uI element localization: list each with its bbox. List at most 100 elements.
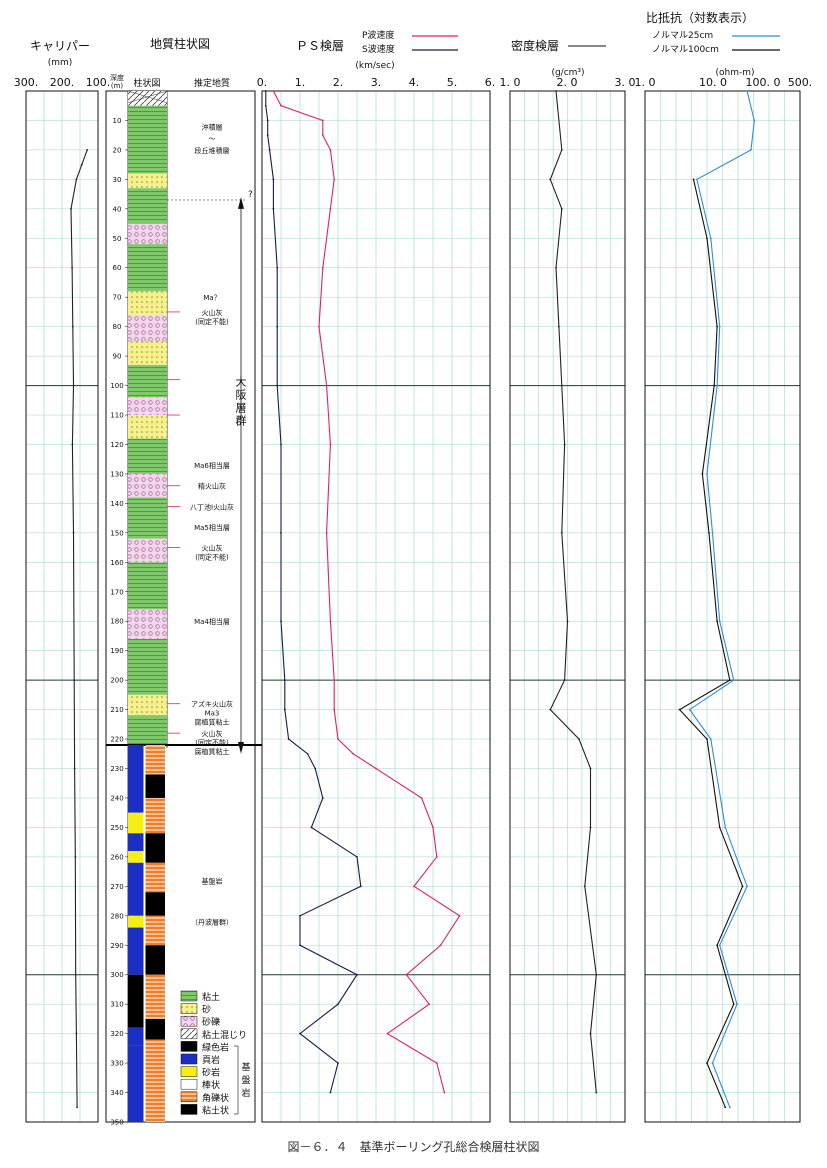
- data-point-density: [555, 266, 557, 269]
- rock-band-sandstone: [128, 850, 144, 863]
- depth-tick-label: 120: [110, 441, 123, 449]
- data-point-density: [549, 708, 552, 711]
- group-label-char: 大: [236, 375, 247, 389]
- data-point-res: [678, 708, 681, 711]
- legend-swatch: [180, 1066, 198, 1077]
- depth-tick-label: 240: [110, 794, 123, 802]
- x-tick-label: 2. 0: [557, 76, 578, 89]
- depth-tick-label: 320: [110, 1030, 123, 1038]
- sediment-band-sand: [128, 173, 167, 189]
- rock-texture-breccia: [145, 744, 165, 775]
- ps-unit: (km/sec): [355, 61, 394, 71]
- data-point-density: [595, 1091, 598, 1094]
- data-point-ps: [325, 384, 328, 387]
- geo-annotation: Ma3: [205, 710, 220, 718]
- data-point-ps: [321, 134, 324, 137]
- data-point-ps: [272, 207, 275, 210]
- data-point-res: [711, 1062, 714, 1064]
- track-res: 1. 0 10. 0 100. 0 500.: [635, 76, 813, 1123]
- x-tick-label: 1. 0: [635, 76, 656, 89]
- data-point-ps: [432, 826, 434, 829]
- depth-unit: (m): [111, 82, 124, 90]
- casing-cross: [127, 90, 168, 104]
- sediment-band-clay: [128, 244, 167, 292]
- data-point-res: [718, 826, 721, 829]
- data-point-ps: [299, 914, 301, 917]
- data-point-res: [732, 1003, 735, 1006]
- data-point-res: [713, 384, 716, 387]
- data-point-ps: [352, 752, 355, 755]
- geo-annotation: 基盤岩: [202, 876, 223, 885]
- data-point-res: [706, 473, 708, 475]
- sediment-band-clay: [128, 638, 167, 695]
- depth-tick-label: 80: [113, 323, 122, 331]
- estimated-geology-header: 推定地質: [194, 77, 230, 89]
- legend-label: 緑色岩: [202, 1041, 229, 1053]
- sediment-band-gravel: [128, 609, 167, 639]
- group-label-char: 群: [236, 414, 247, 428]
- track-ps: 0. 1. 2. 3. 4. 5. 6.: [257, 76, 496, 1123]
- rock-texture-breccia: [145, 974, 165, 1019]
- geo-annotation: 〜: [209, 135, 216, 143]
- caliper-title: キャリパー: [30, 39, 90, 53]
- data-point-density: [563, 679, 566, 682]
- data-point-caliper: [73, 679, 76, 682]
- x-tick-label: 5.: [447, 76, 458, 89]
- x-tick-label: 500.: [788, 76, 813, 89]
- x-tick-label: 6.: [485, 76, 496, 89]
- data-point-res: [716, 944, 718, 947]
- legend-label: 粘土状: [202, 1104, 229, 1116]
- x-tick-label: 200.: [50, 76, 75, 89]
- x-tick-label: 4.: [409, 76, 420, 89]
- data-point-ps: [266, 134, 269, 137]
- data-point-res: [736, 1003, 738, 1006]
- group-bracket-arrow-up: [238, 197, 244, 209]
- group-bracket-arrow-down: [238, 742, 244, 754]
- depth-tick-label: 90: [113, 353, 122, 361]
- x-tick-label: 3. 0: [615, 76, 636, 89]
- data-point-ps: [405, 973, 408, 976]
- legend-group-char: 岩: [241, 1087, 250, 1099]
- data-point-caliper: [71, 325, 74, 328]
- data-point-ps: [329, 443, 332, 446]
- data-point-res: [709, 738, 712, 740]
- data-point-ps: [458, 914, 461, 917]
- data-point-res: [708, 531, 710, 534]
- sediment-band-clay: [128, 562, 167, 610]
- legend-label: 頁岩: [202, 1054, 220, 1066]
- legend-label: 角礫状: [202, 1092, 229, 1104]
- rock-band-sandstone: [128, 812, 144, 834]
- data-point-res: [718, 325, 721, 328]
- track-density: 1. 0 2. 0 3. 0: [500, 76, 636, 1123]
- data-point-density: [555, 90, 557, 92]
- data-point-ps: [413, 885, 415, 888]
- depth-tick-label: 280: [110, 912, 123, 920]
- res-legend-25: ノルマル25cm: [652, 31, 713, 41]
- sediment-band-clay: [128, 188, 167, 224]
- data-point-ps: [299, 944, 301, 947]
- ps-log-title: ＰＳ検層: [296, 39, 344, 53]
- depth-tick-label: 130: [110, 470, 123, 478]
- sediment-band-slash: [128, 91, 167, 106]
- geo-annotation: （丹波層群）: [191, 918, 233, 927]
- data-point-ps: [356, 855, 358, 858]
- legend-label: 棒状: [202, 1079, 220, 1091]
- track-frame: [261, 90, 491, 1123]
- data-point-res: [724, 826, 727, 829]
- rock-band-shale: [128, 744, 144, 813]
- data-point-ps: [283, 708, 286, 711]
- data-point-res: [706, 237, 708, 240]
- data-point-res: [724, 1106, 727, 1109]
- depth-tick-label: 330: [110, 1060, 123, 1068]
- data-point-caliper: [71, 266, 73, 269]
- uncertain-mark: ?: [248, 190, 253, 200]
- data-point-ps: [280, 443, 282, 446]
- x-tick-label: 1. 0: [500, 76, 521, 89]
- data-point-ps: [386, 1032, 389, 1035]
- sediment-band-clay: [128, 438, 167, 474]
- sediment-band-sand: [128, 341, 167, 365]
- data-point-ps: [337, 1062, 339, 1064]
- data-point-caliper: [75, 1032, 78, 1035]
- data-point-ps: [287, 738, 290, 740]
- legend-swatch: [180, 990, 198, 1002]
